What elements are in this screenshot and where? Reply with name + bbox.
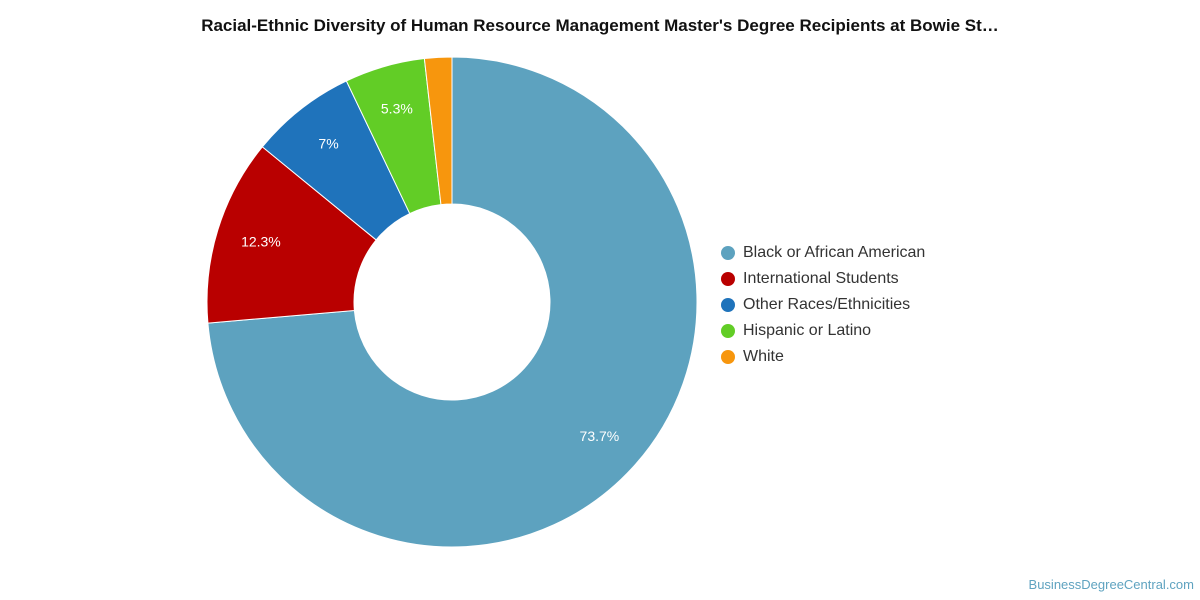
legend-item-other-races-ethnicities[interactable]: Other Races/Ethnicities <box>721 292 925 318</box>
legend-item-white[interactable]: White <box>721 344 925 370</box>
slice-black-or-african-american[interactable] <box>207 56 698 548</box>
legend-item-black-or-african-american[interactable]: Black or African American <box>721 240 925 266</box>
legend: Black or African American International S… <box>721 240 925 370</box>
donut-slice-labels: 73.7% 12.3% 7% 5.3% <box>241 100 619 443</box>
legend-marker <box>721 350 735 364</box>
slice-label-other-races-ethnicities: 7% <box>318 135 338 151</box>
slice-label-hispanic-or-latino: 5.3% <box>381 100 413 116</box>
slice-label-black-or-african-american: 73.7% <box>580 428 620 444</box>
watermark[interactable]: BusinessDegreeCentral.com <box>1028 577 1194 592</box>
legend-item-hispanic-or-latino[interactable]: Hispanic or Latino <box>721 318 925 344</box>
legend-marker <box>721 272 735 286</box>
chart-title: Racial-Ethnic Diversity of Human Resourc… <box>201 16 999 35</box>
slice-international-students[interactable] <box>206 146 377 324</box>
legend-label: Black or African American <box>743 244 926 261</box>
legend-marker <box>721 324 735 338</box>
legend-marker <box>721 298 735 312</box>
legend-label: Hispanic or Latino <box>743 322 872 339</box>
legend-label: International Students <box>743 270 899 287</box>
donut-slices <box>206 56 698 548</box>
slice-white[interactable] <box>423 56 453 206</box>
slice-label-international-students: 12.3% <box>241 234 281 250</box>
legend-label: White <box>743 348 784 365</box>
legend-item-international-students[interactable]: International Students <box>721 266 925 292</box>
legend-marker <box>721 246 735 260</box>
legend-label: Other Races/Ethnicities <box>743 296 911 313</box>
